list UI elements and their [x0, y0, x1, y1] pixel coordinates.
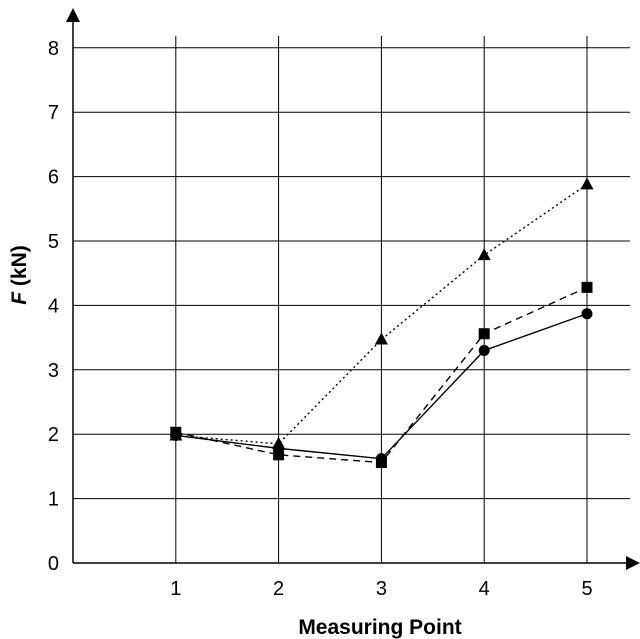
- x-tick-label: 3: [376, 578, 387, 600]
- series-triangle: [169, 177, 594, 449]
- y-axis-title: F (kN): [8, 245, 31, 305]
- x-tick-label: 2: [273, 578, 284, 600]
- y-tick-label: 7: [48, 102, 59, 124]
- series-group: [169, 177, 594, 469]
- data-point-triangle: [169, 428, 183, 441]
- y-tick-label: 1: [48, 489, 59, 511]
- x-tick-label: 4: [479, 578, 490, 600]
- data-point-circle: [581, 308, 593, 320]
- data-point-square: [375, 457, 387, 469]
- x-tick-label: 5: [581, 578, 592, 600]
- y-tick-label: 6: [48, 167, 59, 189]
- data-point-triangle: [272, 436, 286, 449]
- data-point-square: [273, 449, 285, 461]
- y-tick-label: 4: [48, 295, 59, 317]
- y-tick-label: 0: [48, 553, 59, 575]
- y-tick-label: 3: [48, 360, 59, 382]
- x-tick-label: 1: [170, 578, 181, 600]
- data-point-triangle: [374, 332, 388, 345]
- x-axis-arrow: [626, 556, 640, 570]
- axes: [66, 8, 640, 570]
- data-point-triangle: [580, 177, 594, 190]
- y-axis-arrow: [66, 8, 80, 22]
- grid: [73, 36, 630, 563]
- y-axis-title-unit: (kN): [8, 245, 31, 292]
- y-tick-label: 2: [48, 424, 59, 446]
- tick-labels: 0 1 2 3 4 5 6 7 8 1 2 3 4 5: [48, 38, 593, 600]
- x-axis-title: Measuring Point: [298, 616, 461, 639]
- data-point-square: [581, 281, 593, 293]
- y-axis-title-symbol: F: [8, 291, 31, 305]
- data-point-triangle: [477, 248, 491, 261]
- y-tick-label: 5: [48, 231, 59, 253]
- data-point-circle: [478, 344, 490, 356]
- data-point-square: [478, 328, 490, 340]
- y-tick-label: 8: [48, 38, 59, 60]
